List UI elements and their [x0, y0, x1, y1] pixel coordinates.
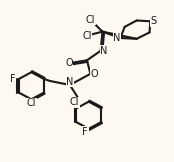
- Text: Cl: Cl: [86, 15, 95, 25]
- Text: F: F: [10, 74, 15, 84]
- Text: Cl: Cl: [82, 31, 92, 41]
- Text: S: S: [151, 16, 157, 26]
- Text: N: N: [100, 46, 108, 56]
- Text: N: N: [113, 33, 121, 43]
- Text: Cl: Cl: [27, 98, 36, 108]
- Text: Cl: Cl: [70, 97, 79, 107]
- Text: F: F: [82, 127, 88, 137]
- Text: O: O: [90, 69, 98, 79]
- Text: N: N: [66, 77, 74, 87]
- Text: O: O: [65, 58, 73, 68]
